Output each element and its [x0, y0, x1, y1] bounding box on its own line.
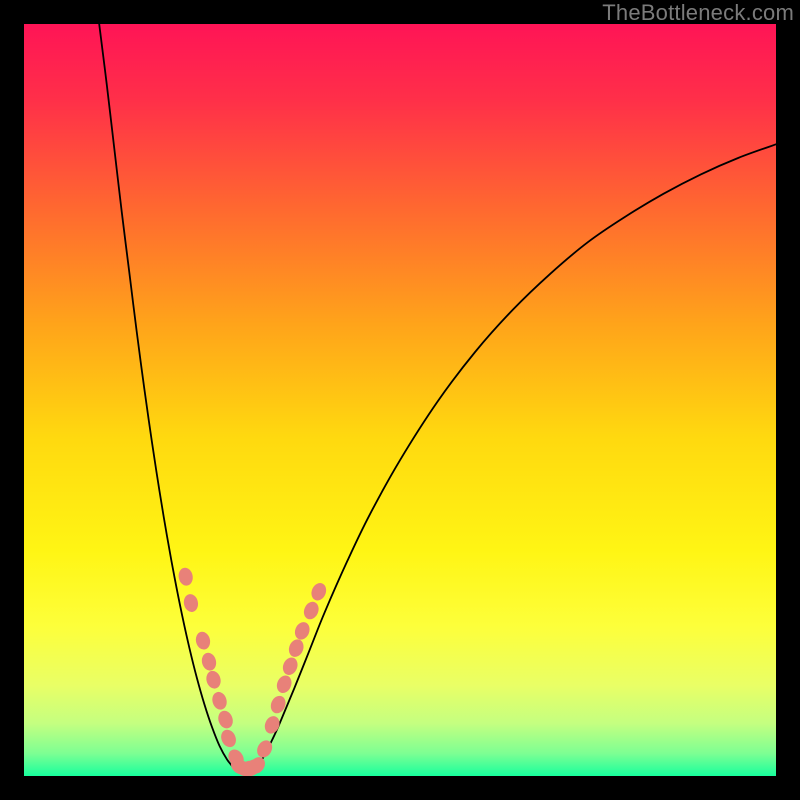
watermark-text: TheBottleneck.com: [602, 0, 794, 26]
plot-svg: [24, 24, 776, 776]
gradient-background: [24, 24, 776, 776]
chart-frame: TheBottleneck.com: [0, 0, 800, 800]
plot-area: [24, 24, 776, 776]
